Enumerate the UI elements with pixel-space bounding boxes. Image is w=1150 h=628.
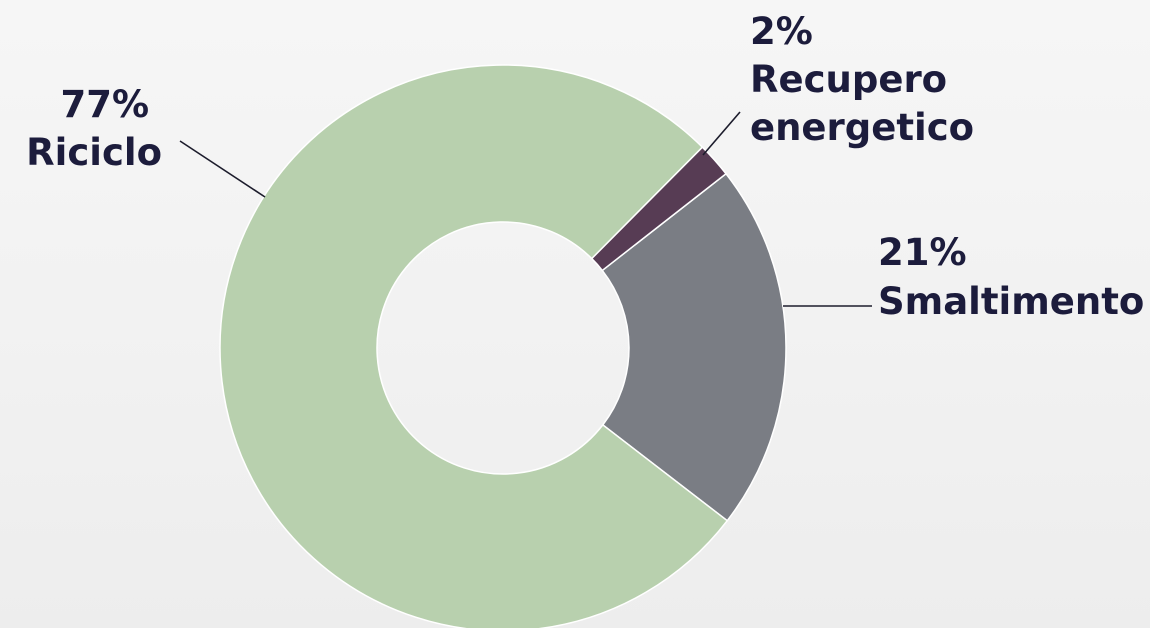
leader-riciclo xyxy=(179,140,266,198)
label-smaltimento: 21% Smaltimento xyxy=(878,231,1144,323)
label-riciclo: 77% Riciclo xyxy=(26,83,162,174)
label-smaltimento-name: Smaltimento xyxy=(878,280,1144,323)
label-recupero-name-2: energetico xyxy=(750,106,974,149)
label-riciclo-value: 77% xyxy=(61,83,150,126)
slice-smaltimento xyxy=(601,172,787,522)
chart-slices xyxy=(219,64,787,628)
label-recupero-value: 2% xyxy=(750,10,813,53)
label-smaltimento-value: 21% xyxy=(878,231,967,274)
label-recupero: 2% Recupero energetico xyxy=(750,10,974,149)
slice-recupero-energetico xyxy=(590,146,728,272)
slice-labels: 77% Riciclo 2% Recupero energetico 21% S… xyxy=(26,10,1144,323)
label-riciclo-name: Riciclo xyxy=(26,131,162,174)
label-recupero-name-1: Recupero xyxy=(750,58,947,101)
slice-riciclo xyxy=(219,64,729,628)
leader-recupero xyxy=(702,111,741,156)
leader-lines xyxy=(179,111,872,307)
